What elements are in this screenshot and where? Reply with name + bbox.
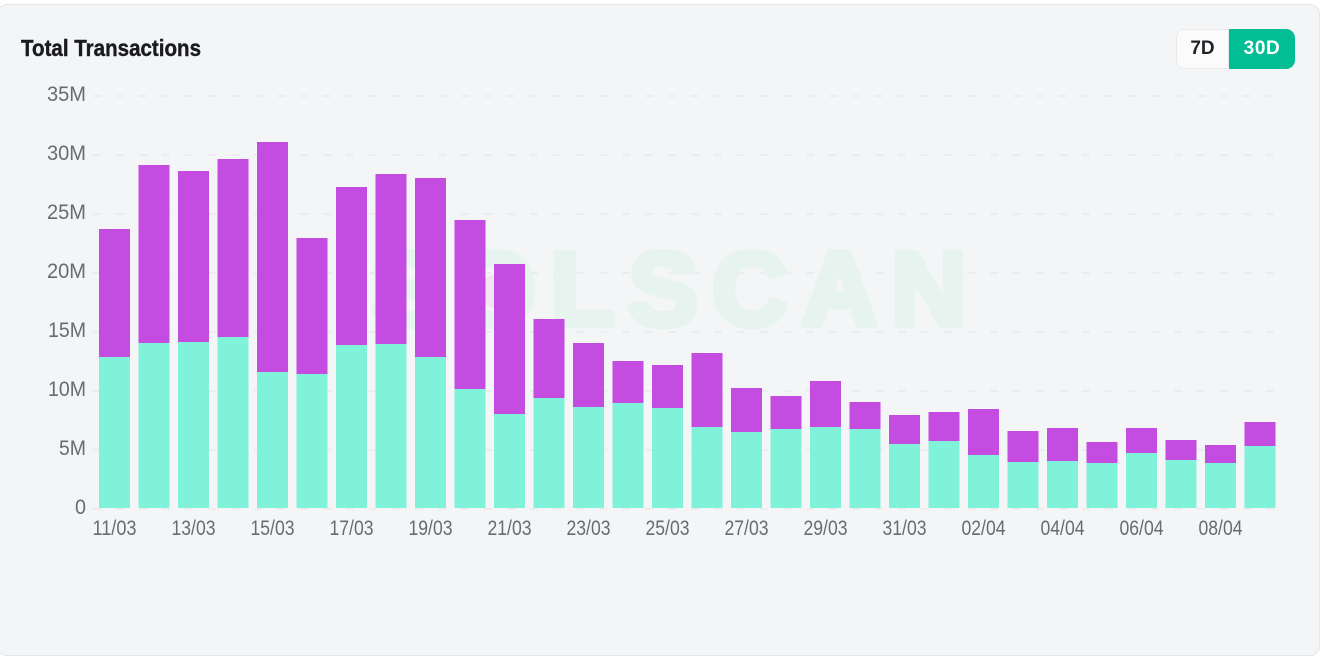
svg-text:11/03: 11/03 [93,516,137,540]
svg-text:35M: 35M [47,82,86,106]
svg-text:08/04: 08/04 [1199,516,1243,540]
svg-text:21/03: 21/03 [488,516,532,540]
svg-text:13/03: 13/03 [172,516,216,540]
svg-text:25/03: 25/03 [646,516,690,540]
svg-text:29/03: 29/03 [804,516,848,540]
svg-text:Total Transactions: Total Transactions [21,35,201,61]
svg-text:5M: 5M [59,436,86,460]
svg-text:20M: 20M [47,259,86,283]
svg-text:30M: 30M [47,141,86,165]
svg-text:19/03: 19/03 [409,516,453,540]
svg-text:04/04: 04/04 [1041,516,1085,540]
svg-text:06/04: 06/04 [1120,516,1164,540]
svg-text:02/04: 02/04 [962,516,1006,540]
svg-text:25M: 25M [47,200,86,224]
svg-text:17/03: 17/03 [330,516,374,540]
svg-text:27/03: 27/03 [725,516,769,540]
svg-text:23/03: 23/03 [567,516,611,540]
svg-text:31/03: 31/03 [883,516,927,540]
svg-text:10M: 10M [48,377,86,401]
svg-text:15/03: 15/03 [251,516,295,540]
svg-text:0: 0 [75,495,86,519]
svg-text:15M: 15M [48,318,86,342]
